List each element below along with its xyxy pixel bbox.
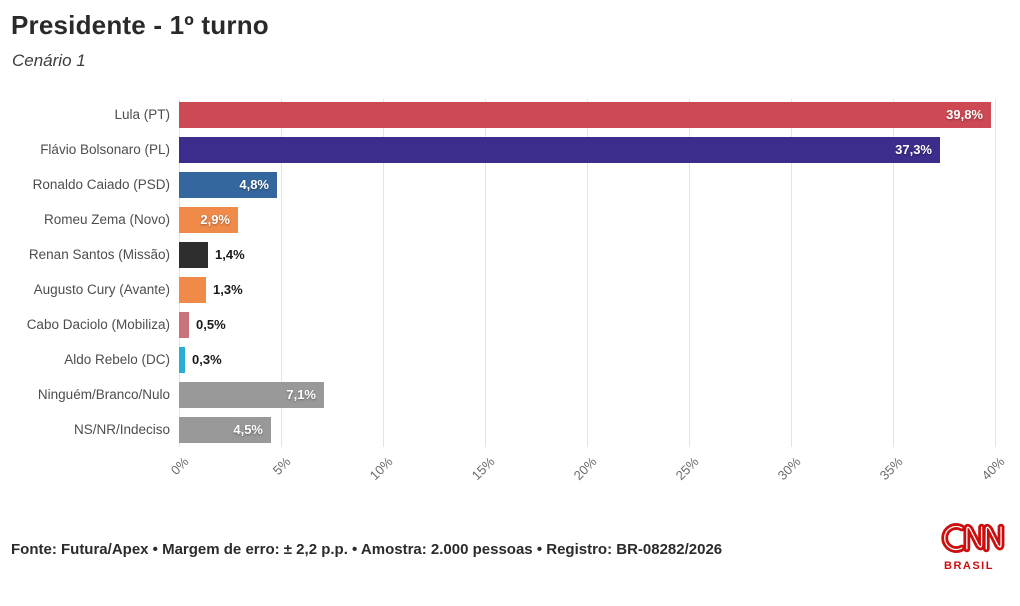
cnn-brasil-logo: BRASIL — [933, 519, 1005, 572]
bar — [179, 242, 208, 268]
value-label: 37,3% — [895, 142, 932, 157]
x-axis-tick-label: 5% — [269, 454, 294, 478]
gridline — [995, 99, 996, 447]
gridline — [281, 99, 282, 447]
bar: 4,8% — [179, 172, 277, 198]
value-label: 4,8% — [239, 177, 269, 192]
category-label: Ronaldo Caiado (PSD) — [32, 177, 170, 192]
bar: 2,9% — [179, 207, 238, 233]
category-label: Renan Santos (Missão) — [28, 247, 170, 262]
bar-chart: 0% 5% 10% 15% 20% 25% 30% 35% 40% Lula (PT) 39,8% F… — [0, 99, 1020, 502]
page-title: Presidente - 1º turno — [11, 10, 269, 40]
gridline — [893, 99, 894, 447]
bar — [179, 312, 189, 338]
bar: 39,8% — [179, 102, 991, 128]
source-note: Fonte: Futura/Apex • Margem de erro: ± 2… — [11, 541, 723, 558]
x-axis-tick-label: 10% — [366, 454, 396, 484]
category-label: Aldo Rebelo (DC) — [64, 352, 170, 367]
value-label: 39,8% — [946, 107, 983, 122]
gridline — [587, 99, 588, 447]
x-axis-tick-label: 40% — [978, 454, 1008, 484]
gridline — [485, 99, 486, 447]
value-label: 1,4% — [215, 247, 245, 262]
value-label: 2,9% — [200, 212, 230, 227]
bar: 7,1% — [179, 382, 324, 408]
category-label: Flávio Bolsonaro (PL) — [40, 142, 170, 157]
x-axis-tick-label: 20% — [570, 454, 600, 484]
category-label: Romeu Zema (Novo) — [43, 212, 170, 227]
gridline — [383, 99, 384, 447]
x-axis-tick-label: 15% — [468, 454, 498, 484]
value-label: 0,5% — [196, 317, 226, 332]
gridline — [179, 99, 180, 447]
category-label: NS/NR/Indeciso — [73, 422, 170, 437]
bar — [179, 347, 185, 373]
logo-region-label: BRASIL — [944, 560, 994, 572]
bar: 4,5% — [179, 417, 271, 443]
chart-subtitle: Cenário 1 — [12, 51, 86, 70]
gridline — [791, 99, 792, 447]
value-label: 0,3% — [192, 352, 222, 367]
category-label: Cabo Daciolo (Mobiliza) — [26, 317, 170, 332]
x-axis-tick-label: 25% — [672, 454, 702, 484]
category-label: Augusto Cury (Avante) — [33, 282, 170, 297]
category-label: Lula (PT) — [114, 107, 170, 122]
x-axis-tick-label: 0% — [167, 454, 192, 478]
x-axis-tick-label: 35% — [876, 454, 906, 484]
cnn-logo-icon — [941, 523, 1005, 553]
category-label: Ninguém/Branco/Nulo — [37, 387, 170, 402]
bar: 37,3% — [179, 137, 940, 163]
value-label: 4,5% — [233, 422, 263, 437]
value-label: 7,1% — [286, 387, 316, 402]
x-axis-tick-label: 30% — [774, 454, 804, 484]
gridline — [689, 99, 690, 447]
bar — [179, 277, 206, 303]
value-label: 1,3% — [213, 282, 243, 297]
